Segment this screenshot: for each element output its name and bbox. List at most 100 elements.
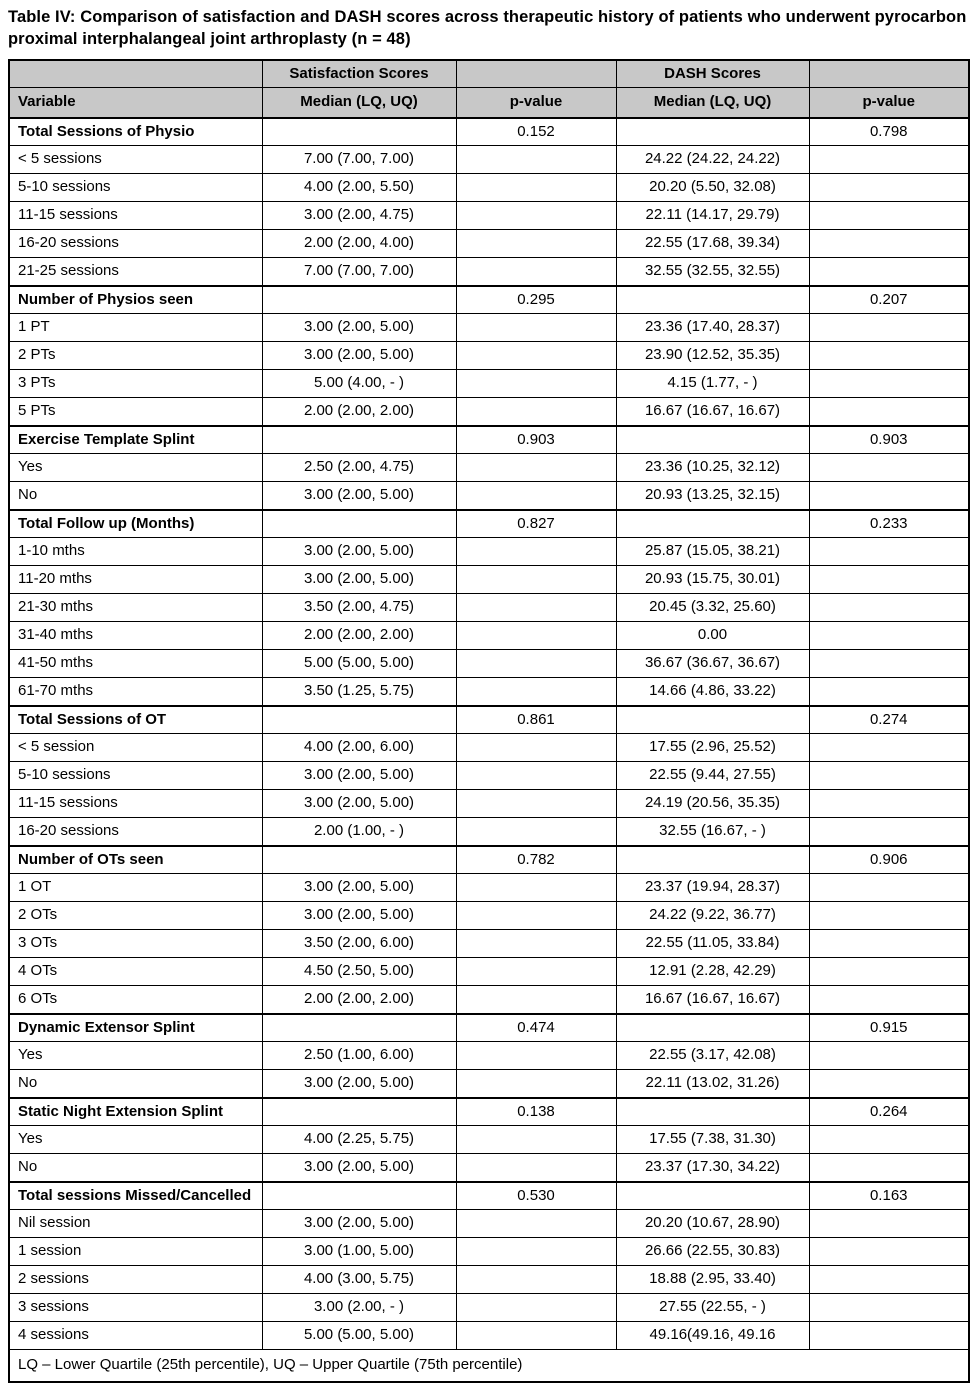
cell-dash-pvalue	[808, 369, 970, 399]
cell-dash-median	[615, 704, 810, 735]
cell-satisfaction-median: 3.00 (2.00, 5.00)	[261, 1069, 457, 1099]
table-row: 4 sessions 5.00 (5.00, 5.00) 49.16(49.16, …	[8, 1321, 970, 1351]
section-header-row: Total Follow up (Months) 0.827 0.233	[8, 508, 970, 539]
cell-variable: 11-20 mths	[8, 565, 263, 595]
cell-variable: 41-50 mths	[8, 649, 263, 679]
cell-dash-pvalue	[808, 901, 970, 931]
cell-satisfaction-median: 4.00 (2.00, 5.50)	[261, 173, 457, 203]
cell-satisfaction-pvalue	[455, 901, 617, 931]
cell-variable: Exercise Template Splint	[8, 424, 263, 455]
cell-satisfaction-median: 4.50 (2.50, 5.00)	[261, 957, 457, 987]
cell-dash-pvalue	[808, 257, 970, 287]
cell-satisfaction-pvalue	[455, 789, 617, 819]
cell-satisfaction-pvalue	[455, 173, 617, 203]
cell-satisfaction-pvalue	[455, 1153, 617, 1183]
table-row: 41-50 mths 5.00 (5.00, 5.00) 36.67 (36.67,…	[8, 649, 970, 679]
cell-dash-median: 23.36 (17.40, 28.37)	[615, 313, 810, 343]
cell-dash-median: 22.55 (9.44, 27.55)	[615, 761, 810, 791]
cell-satisfaction-median: 2.50 (2.00, 4.75)	[261, 453, 457, 483]
cell-variable: Number of OTs seen	[8, 844, 263, 875]
section-header-row: Total Sessions of Physio 0.152 0.798	[8, 116, 970, 147]
cell-dash-pvalue	[808, 929, 970, 959]
cell-satisfaction-pvalue	[455, 257, 617, 287]
cell-dash-pvalue: 0.274	[808, 704, 970, 735]
cell-dash-pvalue: 0.903	[808, 424, 970, 455]
cell-dash-pvalue	[808, 145, 970, 175]
section-header-row: Dynamic Extensor Splint 0.474 0.915	[8, 1012, 970, 1043]
column-header-satisfaction-pvalue: p-value	[455, 87, 617, 119]
header-group-empty-2	[455, 59, 617, 89]
cell-variable: Nil session	[8, 1209, 263, 1239]
table-row: Nil session 3.00 (2.00, 5.00) 20.20 (10.67…	[8, 1209, 970, 1239]
cell-dash-median: 32.55 (32.55, 32.55)	[615, 257, 810, 287]
cell-dash-median: 4.15 (1.77, - )	[615, 369, 810, 399]
cell-satisfaction-pvalue	[455, 621, 617, 651]
table-row: 3 OTs 3.50 (2.00, 6.00) 22.55 (11.05, 33.8…	[8, 929, 970, 959]
cell-variable: Yes	[8, 453, 263, 483]
cell-dash-median: 16.67 (16.67, 16.67)	[615, 985, 810, 1015]
cell-variable: Total Sessions of OT	[8, 704, 263, 735]
table-row: 3 sessions 3.00 (2.00, - ) 27.55 (22.55, -…	[8, 1293, 970, 1323]
table-row: 5-10 sessions 3.00 (2.00, 5.00) 22.55 (9.4…	[8, 761, 970, 791]
table-footnote: LQ – Lower Quartile (25th percentile), U…	[8, 1349, 970, 1383]
cell-dash-median: 26.66 (22.55, 30.83)	[615, 1237, 810, 1267]
cell-dash-median: 23.36 (10.25, 32.12)	[615, 453, 810, 483]
cell-variable: No	[8, 1153, 263, 1183]
table-title: Table IV: Comparison of satisfaction and…	[8, 8, 967, 48]
cell-dash-median: 20.45 (3.32, 25.60)	[615, 593, 810, 623]
cell-satisfaction-median: 3.00 (2.00, 5.00)	[261, 537, 457, 567]
cell-satisfaction-pvalue: 0.295	[455, 284, 617, 315]
cell-dash-median: 12.91 (2.28, 42.29)	[615, 957, 810, 987]
table-row: No 3.00 (2.00, 5.00) 22.11 (13.02, 31.26)	[8, 1069, 970, 1099]
cell-variable: 61-70 mths	[8, 677, 263, 707]
cell-satisfaction-median: 2.00 (2.00, 2.00)	[261, 621, 457, 651]
table-row: 1 OT 3.00 (2.00, 5.00) 23.37 (19.94, 28.37…	[8, 873, 970, 903]
column-header-variable: Variable	[8, 87, 263, 119]
cell-variable: 5-10 sessions	[8, 173, 263, 203]
cell-satisfaction-median: 2.00 (1.00, - )	[261, 817, 457, 847]
cell-dash-median: 27.55 (22.55, - )	[615, 1293, 810, 1323]
cell-satisfaction-median	[261, 1180, 457, 1211]
cell-satisfaction-median	[261, 1012, 457, 1043]
cell-variable: 21-30 mths	[8, 593, 263, 623]
cell-satisfaction-median	[261, 1096, 457, 1127]
cell-dash-median: 20.93 (13.25, 32.15)	[615, 481, 810, 511]
cell-dash-median: 14.66 (4.86, 33.22)	[615, 677, 810, 707]
cell-satisfaction-pvalue	[455, 761, 617, 791]
cell-dash-pvalue	[808, 677, 970, 707]
cell-dash-pvalue	[808, 621, 970, 651]
cell-dash-median: 23.37 (17.30, 34.22)	[615, 1153, 810, 1183]
cell-satisfaction-median: 3.50 (2.00, 4.75)	[261, 593, 457, 623]
cell-satisfaction-pvalue: 0.782	[455, 844, 617, 875]
cell-variable: 2 OTs	[8, 901, 263, 931]
cell-satisfaction-median: 3.00 (2.00, 5.00)	[261, 873, 457, 903]
cell-variable: Total Follow up (Months)	[8, 508, 263, 539]
cell-satisfaction-pvalue	[455, 1237, 617, 1267]
cell-variable: 6 OTs	[8, 985, 263, 1015]
table-row: 1 session 3.00 (1.00, 5.00) 26.66 (22.55, …	[8, 1237, 970, 1267]
table-row: No 3.00 (2.00, 5.00) 23.37 (17.30, 34.22)	[8, 1153, 970, 1183]
cell-satisfaction-median: 5.00 (4.00, - )	[261, 369, 457, 399]
table-row: 6 OTs 2.00 (2.00, 2.00) 16.67 (16.67, 16.6…	[8, 985, 970, 1015]
cell-dash-median: 24.22 (24.22, 24.22)	[615, 145, 810, 175]
cell-dash-pvalue	[808, 649, 970, 679]
cell-dash-median: 17.55 (2.96, 25.52)	[615, 733, 810, 763]
cell-satisfaction-pvalue	[455, 1041, 617, 1071]
cell-satisfaction-median: 3.00 (2.00, 5.00)	[261, 341, 457, 371]
table-body: Total Sessions of Physio 0.152 0.798 < 5 se…	[8, 116, 970, 1351]
cell-satisfaction-median: 3.50 (1.25, 5.75)	[261, 677, 457, 707]
cell-variable: 3 OTs	[8, 929, 263, 959]
cell-satisfaction-median: 3.00 (1.00, 5.00)	[261, 1237, 457, 1267]
cell-dash-pvalue	[808, 1153, 970, 1183]
cell-dash-pvalue: 0.915	[808, 1012, 970, 1043]
cell-variable: 16-20 sessions	[8, 817, 263, 847]
cell-satisfaction-pvalue	[455, 929, 617, 959]
table-row: Yes 4.00 (2.25, 5.75) 17.55 (7.38, 31.30)	[8, 1125, 970, 1155]
cell-satisfaction-median: 3.00 (2.00, 4.75)	[261, 201, 457, 231]
cell-dash-pvalue	[808, 733, 970, 763]
cell-satisfaction-median: 3.00 (2.00, 5.00)	[261, 565, 457, 595]
cell-dash-median: 24.19 (20.56, 35.35)	[615, 789, 810, 819]
table-row: 16-20 sessions 2.00 (1.00, - ) 32.55 (16.6…	[8, 817, 970, 847]
section-header-row: Static Night Extension Splint 0.138 0.264	[8, 1096, 970, 1127]
cell-dash-pvalue: 0.264	[808, 1096, 970, 1127]
